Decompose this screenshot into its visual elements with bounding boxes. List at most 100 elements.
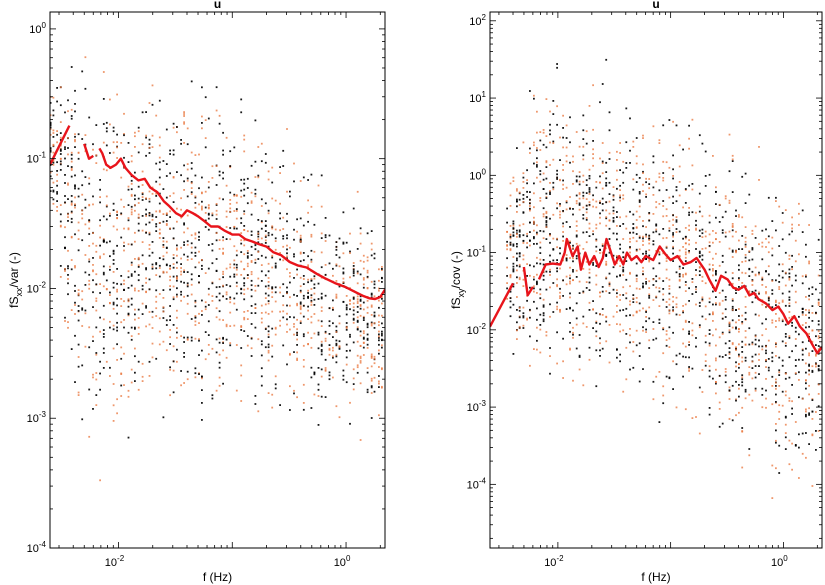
- scatter-point-black: [569, 322, 571, 324]
- scatter-point-black: [141, 215, 144, 217]
- scatter-point-orange: [585, 198, 588, 200]
- scatter-point-black: [817, 352, 820, 355]
- scatter-point-black: [518, 229, 521, 232]
- scatter-point-black: [95, 326, 98, 329]
- scatter-point-black: [267, 294, 270, 297]
- scatter-point-black: [599, 355, 601, 357]
- scatter-point-orange: [708, 241, 711, 244]
- scatter-point-orange: [190, 193, 193, 195]
- scatter-point-black: [151, 310, 154, 313]
- scatter-point-black: [50, 147, 52, 149]
- scatter-point-orange: [506, 266, 508, 269]
- scatter-point-orange: [605, 290, 608, 293]
- scatter-point-orange: [155, 192, 158, 195]
- scatter-point-black: [201, 402, 203, 404]
- scatter-point-orange: [744, 306, 747, 308]
- scatter-point-orange: [788, 400, 791, 402]
- scatter-point-orange: [811, 365, 814, 368]
- scatter-point-orange: [672, 235, 674, 238]
- scatter-point-orange: [585, 241, 588, 244]
- scatter-point-orange: [84, 56, 87, 59]
- scatter-point-black: [137, 266, 140, 268]
- scatter-point-black: [575, 255, 578, 257]
- scatter-point-orange: [794, 372, 797, 374]
- scatter-point-orange: [556, 278, 558, 281]
- scatter-point-orange: [366, 269, 369, 272]
- scatter-point-orange: [648, 287, 651, 289]
- scatter-point-black: [601, 160, 604, 163]
- scatter-point-black: [516, 259, 518, 262]
- scatter-point-orange: [158, 209, 161, 212]
- scatter-point-orange: [240, 364, 243, 367]
- scatter-point-black: [781, 320, 784, 323]
- scatter-point-orange: [279, 319, 281, 322]
- scatter-point-orange: [148, 231, 151, 234]
- scatter-point-black: [194, 299, 197, 302]
- scatter-point-black: [74, 89, 76, 92]
- scatter-point-black: [695, 345, 697, 348]
- scatter-point-black: [542, 314, 545, 317]
- scatter-point-black: [222, 198, 224, 201]
- scatter-point-black: [545, 197, 548, 199]
- scatter-point-black: [619, 360, 621, 363]
- scatter-point-black: [116, 312, 118, 315]
- scatter-point-black: [320, 292, 323, 295]
- scatter-point-black: [352, 274, 355, 277]
- scatter-point-orange: [775, 320, 777, 322]
- scatter-point-orange: [735, 249, 737, 252]
- scatter-point-orange: [549, 355, 551, 357]
- scatter-point-orange: [56, 180, 58, 182]
- scatter-point-orange: [271, 197, 274, 200]
- scatter-point-orange: [688, 147, 690, 150]
- scatter-point-black: [652, 284, 655, 286]
- scatter-point-orange: [678, 144, 681, 147]
- scatter-point-black: [545, 270, 548, 273]
- scatter-point-orange: [370, 324, 373, 327]
- scatter-point-black: [582, 194, 585, 197]
- scatter-point-orange: [645, 235, 647, 238]
- scatter-point-orange: [642, 240, 644, 242]
- scatter-point-orange: [151, 219, 154, 221]
- scatter-point-black: [805, 387, 807, 390]
- scatter-point-black: [99, 388, 101, 391]
- scatter-point-black: [302, 408, 305, 411]
- scatter-point-orange: [59, 136, 62, 139]
- scatter-point-black: [359, 300, 362, 302]
- scatter-point-orange: [81, 217, 84, 220]
- scatter-point-orange: [335, 353, 338, 356]
- scatter-point-orange: [201, 310, 203, 312]
- scatter-point-orange: [758, 179, 760, 181]
- scatter-point-black: [120, 236, 123, 239]
- scatter-point-black: [356, 270, 359, 273]
- scatter-point-orange: [691, 334, 694, 337]
- scatter-point-black: [198, 339, 200, 342]
- scatter-point-black: [731, 250, 734, 253]
- scatter-point-orange: [605, 224, 608, 227]
- scatter-point-black: [127, 276, 130, 279]
- scatter-point-orange: [668, 278, 671, 281]
- scatter-point-orange: [235, 210, 238, 212]
- scatter-point-orange: [229, 203, 232, 205]
- scatter-point-black: [362, 301, 365, 304]
- scatter-point-orange: [52, 129, 55, 132]
- scatter-point-black: [662, 280, 665, 282]
- scatter-point-black: [778, 245, 781, 247]
- scatter-point-orange: [728, 230, 731, 233]
- scatter-point-orange: [158, 228, 161, 231]
- x-tick-label: 100: [771, 554, 788, 569]
- scatter-point-orange: [791, 315, 793, 318]
- scatter-point-black: [601, 347, 604, 350]
- scatter-point-orange: [761, 406, 764, 409]
- scatter-point-orange: [240, 232, 243, 234]
- scatter-point-orange: [575, 269, 578, 272]
- scatter-point-orange: [332, 355, 334, 358]
- scatter-point-orange: [362, 254, 365, 257]
- scatter-point-orange: [569, 257, 571, 259]
- scatter-point-black: [267, 270, 270, 273]
- scatter-point-black: [356, 311, 359, 313]
- scatter-point-black: [264, 274, 267, 277]
- scatter-point-black: [668, 377, 671, 380]
- scatter-point-orange: [286, 312, 288, 315]
- scatter-point-black: [582, 217, 585, 220]
